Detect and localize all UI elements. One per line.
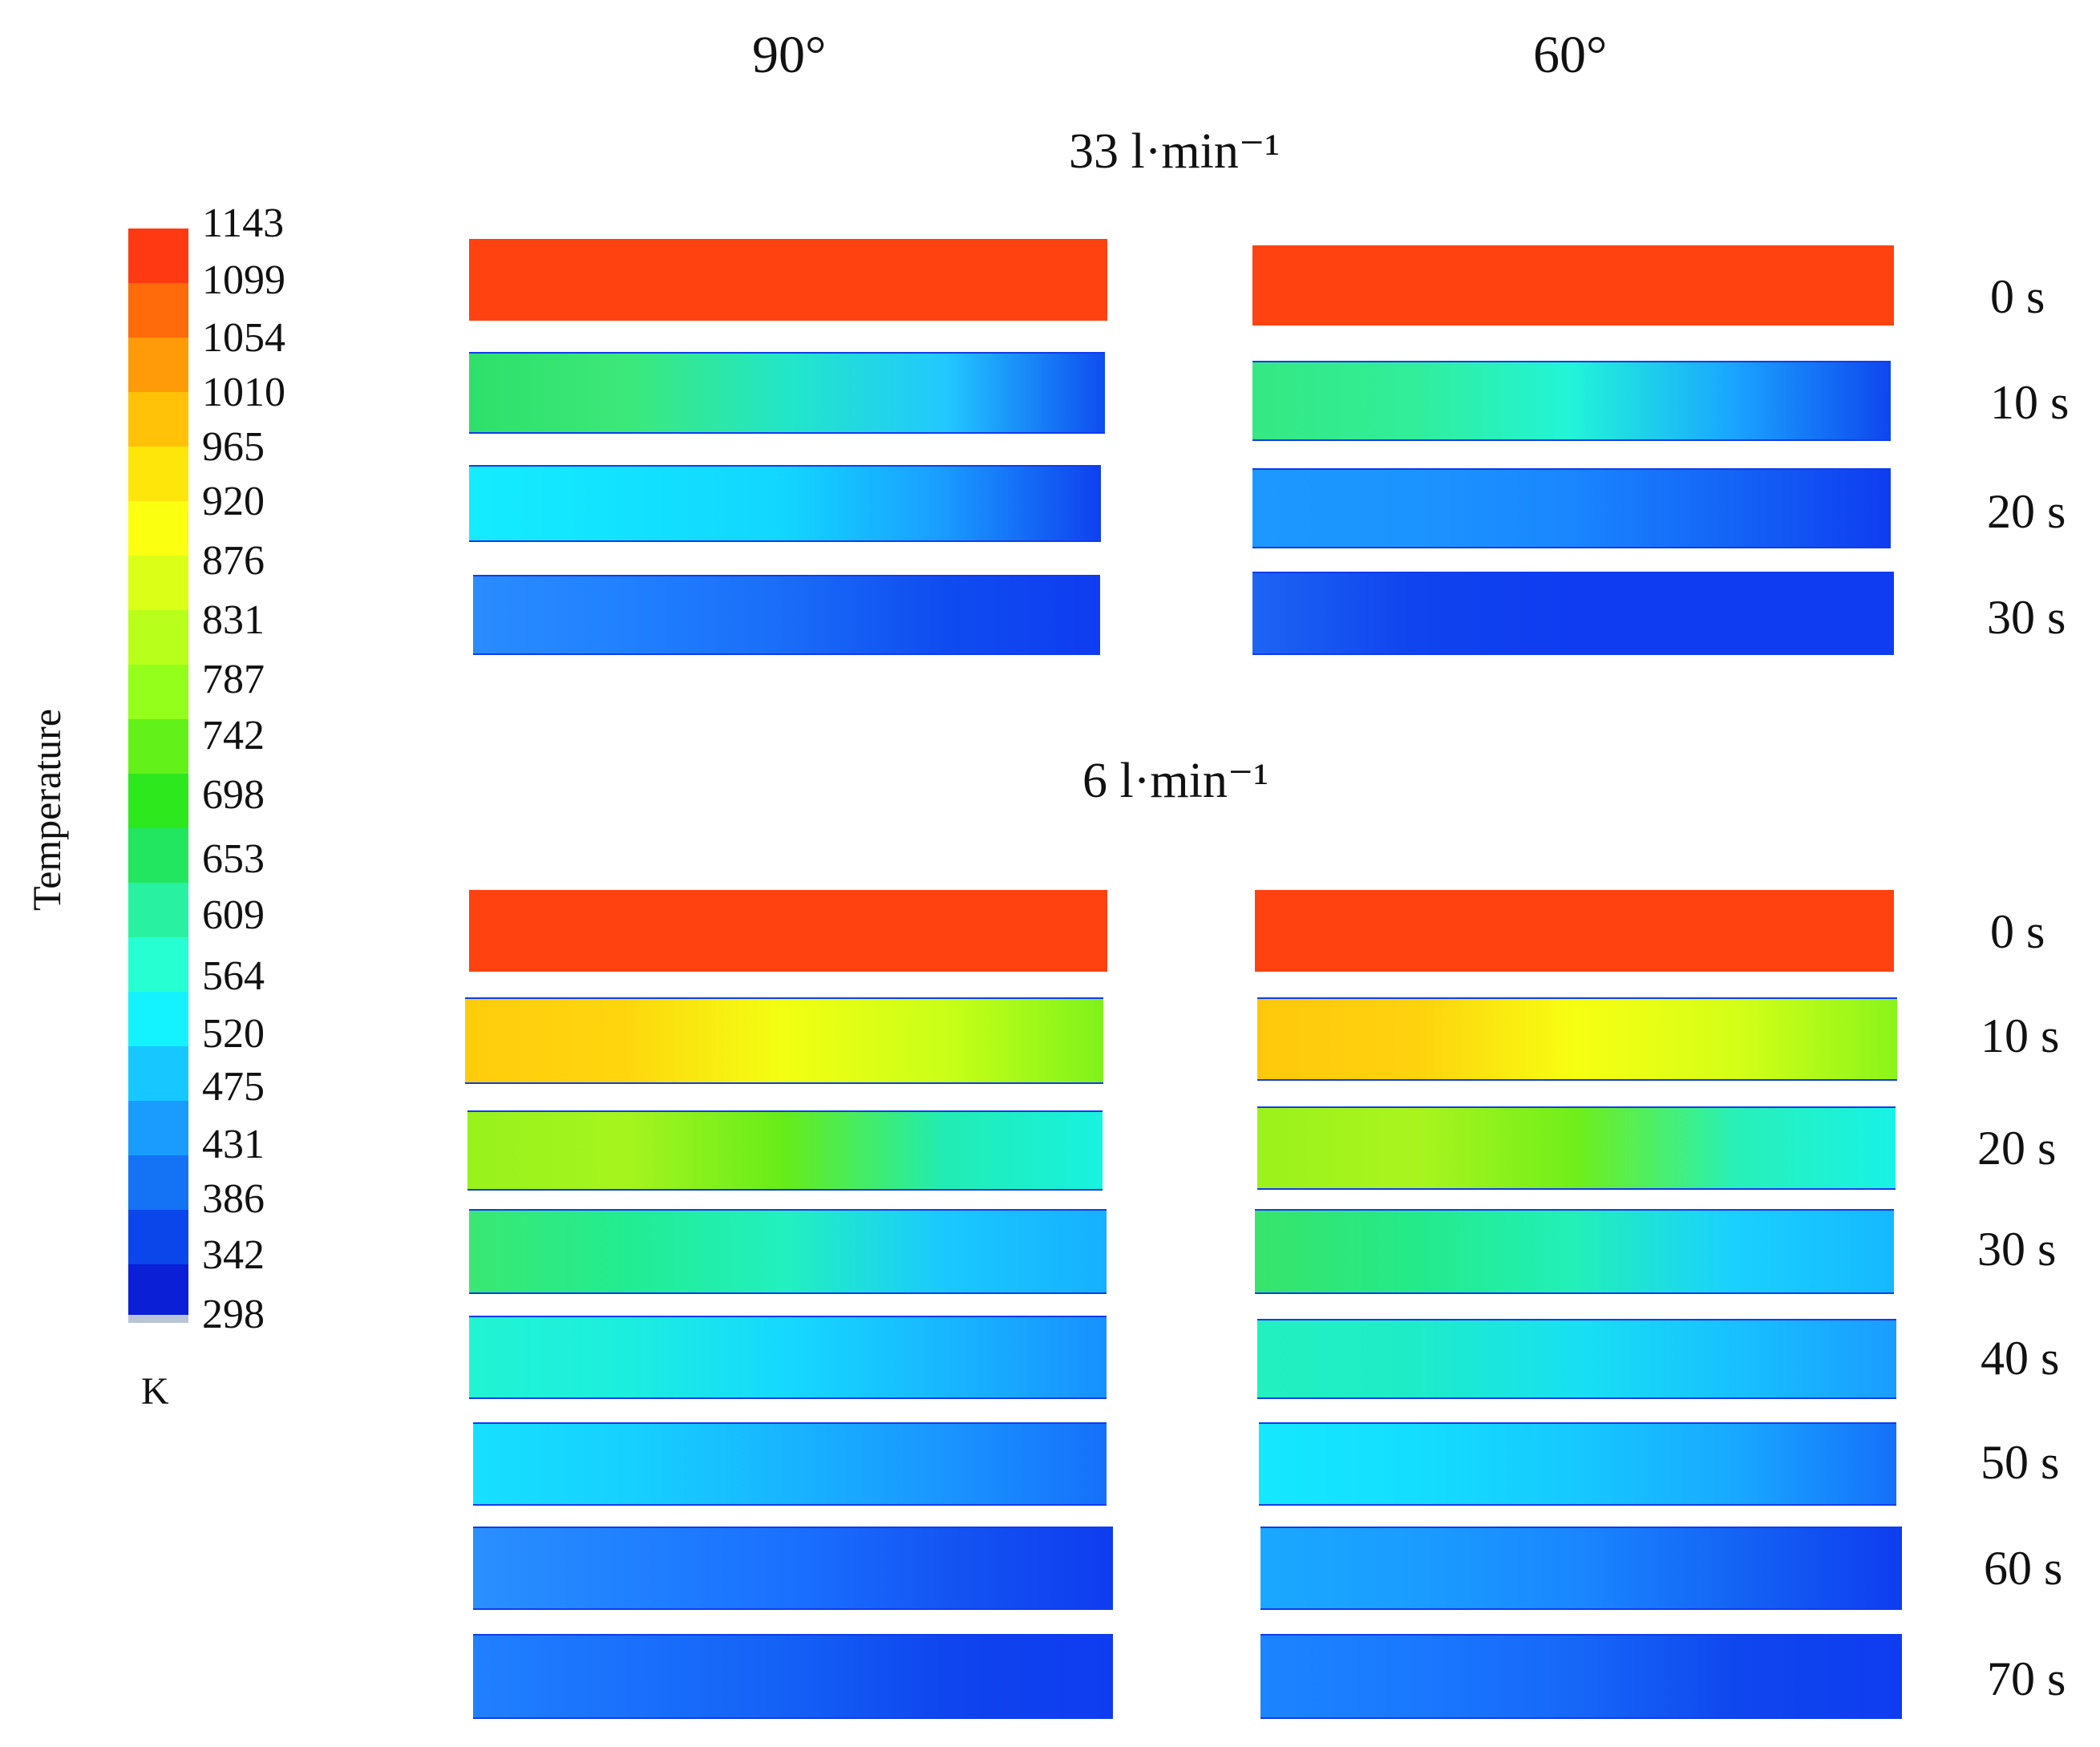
legend-color-segment: [128, 228, 188, 283]
contour-panel-33-60-20s: [1252, 468, 1891, 548]
legend-bar-base: [128, 1315, 188, 1323]
legend-tick-label: 475: [202, 1064, 265, 1110]
time-label: 70 s: [1987, 1652, 2066, 1705]
contour-panel-6-60-40s: [1257, 1319, 1896, 1399]
legend-tick-label: 1054: [202, 315, 285, 361]
contour-panel-6-90-20s: [467, 1110, 1103, 1191]
contour-panel-33-90-30s: [473, 575, 1100, 655]
time-label: 20 s: [1987, 485, 2066, 538]
contour-panel-33-90-0s: [469, 239, 1107, 321]
legend-tick-label: 609: [202, 892, 265, 938]
legend-color-segment: [128, 1155, 188, 1210]
legend-color-segment: [128, 774, 188, 828]
legend-color-segment: [128, 937, 188, 992]
contour-panel-6-90-30s: [469, 1209, 1107, 1294]
legend-tick-label: 431: [202, 1122, 265, 1167]
column-header-90deg: 90°: [752, 26, 827, 84]
time-label: 60 s: [1984, 1542, 2063, 1595]
legend-tick-label: 386: [202, 1176, 265, 1222]
legend-color-segment: [128, 883, 188, 937]
legend-color-segment: [128, 719, 188, 774]
legend-color-segment: [128, 283, 188, 338]
legend-color-segment: [128, 1210, 188, 1264]
legend-color-segment: [128, 501, 188, 556]
contour-panel-6-60-50s: [1259, 1422, 1896, 1506]
legend-color-segment: [128, 828, 188, 883]
time-label: 0 s: [1990, 270, 2045, 323]
legend-tick-label: 876: [202, 538, 265, 584]
legend-axis-title: Temperature: [24, 709, 69, 911]
contour-panel-6-60-10s: [1257, 997, 1897, 1081]
legend-tick-label: 831: [202, 597, 265, 643]
contour-panel-33-60-10s: [1252, 361, 1891, 441]
flow-rate-header-6: 6 l·min⁻¹: [1082, 754, 1269, 808]
time-label: 30 s: [1987, 591, 2066, 644]
legend-color-segment: [128, 665, 188, 719]
legend-color-segment: [128, 1046, 188, 1101]
legend-tick-label: 342: [202, 1232, 265, 1278]
contour-panel-6-60-20s: [1257, 1106, 1896, 1190]
contour-panel-6-90-10s: [465, 997, 1103, 1084]
contour-panel-6-60-60s: [1260, 1527, 1902, 1610]
contour-panel-6-90-0s: [469, 890, 1107, 972]
legend-color-segment: [128, 447, 188, 501]
legend-tick-label: 1010: [202, 370, 285, 415]
legend-tick-label: 787: [202, 657, 265, 702]
legend-color-segment: [128, 992, 188, 1046]
contour-panel-6-90-70s: [473, 1634, 1113, 1719]
legend-color-segment: [128, 610, 188, 665]
legend-color-segment: [128, 1101, 188, 1155]
legend-color-segment: [128, 556, 188, 610]
legend-tick-label: 965: [202, 424, 265, 470]
time-label: 0 s: [1990, 905, 2045, 958]
legend-tick-label: 520: [202, 1011, 265, 1057]
contour-panel-6-90-40s: [469, 1316, 1107, 1399]
legend-color-segment: [128, 1264, 188, 1315]
legend-unit-label: K: [141, 1370, 169, 1413]
contour-panel-6-60-70s: [1260, 1634, 1902, 1719]
contour-panel-33-60-0s: [1252, 245, 1894, 326]
legend-tick-label: 564: [202, 953, 265, 999]
contour-panel-6-60-30s: [1255, 1209, 1894, 1294]
legend-color-segment: [128, 338, 188, 392]
legend-tick-label: 742: [202, 713, 265, 758]
contour-panel-6-90-60s: [473, 1527, 1113, 1610]
legend-tick-label: 1099: [202, 257, 285, 303]
contour-panel-33-90-20s: [469, 465, 1101, 542]
legend-tick-label: 698: [202, 772, 265, 818]
time-label: 40 s: [1981, 1332, 2060, 1385]
legend-tick-label: 1143: [202, 200, 285, 246]
legend-tick-label: 298: [202, 1292, 265, 1337]
contour-panel-6-60-0s: [1255, 890, 1894, 972]
column-header-60deg: 60°: [1533, 26, 1608, 84]
contour-panel-33-90-10s: [469, 352, 1105, 434]
flow-rate-header-33: 33 l·min⁻¹: [1069, 124, 1281, 179]
legend-tick-label: 920: [202, 479, 265, 524]
time-label: 30 s: [1977, 1223, 2057, 1276]
legend-tick-label: 653: [202, 836, 265, 882]
time-label: 50 s: [1981, 1436, 2060, 1489]
legend-color-segment: [128, 392, 188, 447]
time-label: 10 s: [1981, 1009, 2060, 1062]
time-label: 10 s: [1990, 376, 2070, 429]
time-label: 20 s: [1977, 1122, 2057, 1175]
contour-panel-6-90-50s: [473, 1422, 1107, 1506]
contour-panel-33-60-30s: [1252, 572, 1894, 655]
